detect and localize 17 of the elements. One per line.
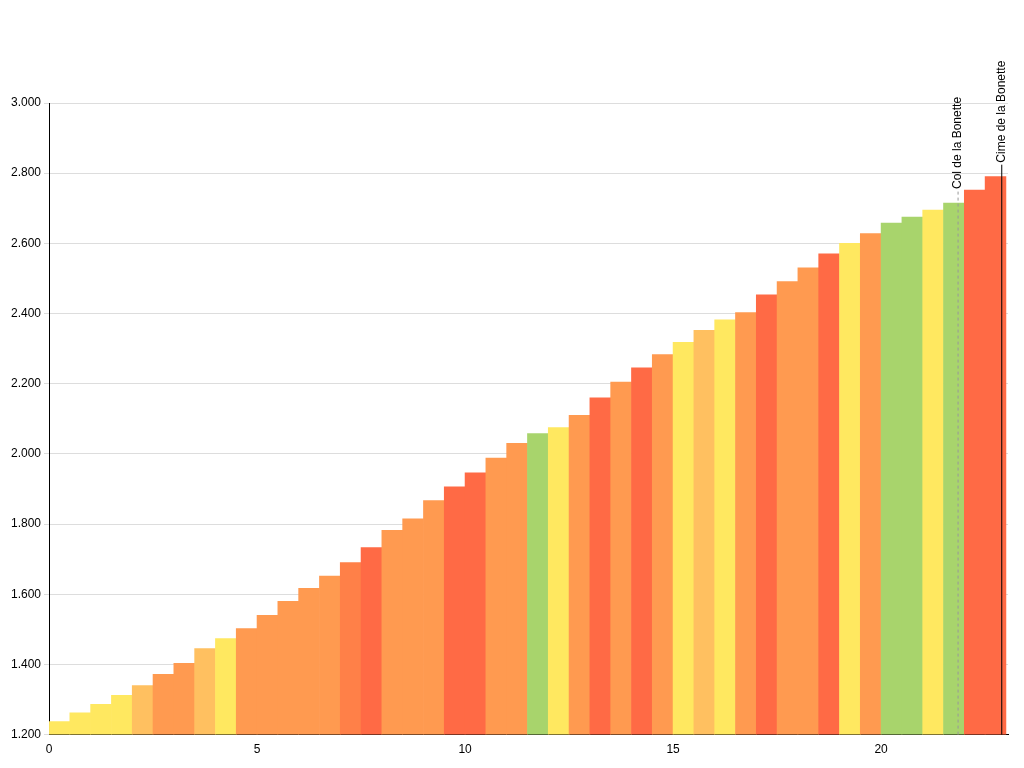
ref-line-label: Cime de la Bonette: [994, 60, 1009, 163]
x-tick-label: 10: [458, 742, 473, 757]
x-tick-label: 0: [45, 742, 53, 757]
x-tick-label: 5: [253, 742, 261, 757]
y-tick-label: 1.800: [11, 516, 42, 531]
y-tick-label: 2.400: [11, 305, 42, 320]
ref-line-label: Col de la Bonette: [950, 96, 965, 189]
y-tick-label: 2.800: [11, 165, 42, 180]
y-tick-label: 2.200: [11, 376, 42, 391]
y-tick-label: 1.600: [11, 586, 42, 601]
x-tick-label: 15: [666, 742, 681, 757]
y-tick-label: 2.000: [11, 446, 42, 461]
y-tick-label: 2.600: [11, 235, 42, 250]
x-tick-label: 20: [874, 742, 889, 757]
y-tick-label: 1.200: [11, 726, 42, 741]
y-tick-label: 1.400: [11, 656, 42, 671]
y-tick-label: 3.000: [11, 95, 42, 110]
